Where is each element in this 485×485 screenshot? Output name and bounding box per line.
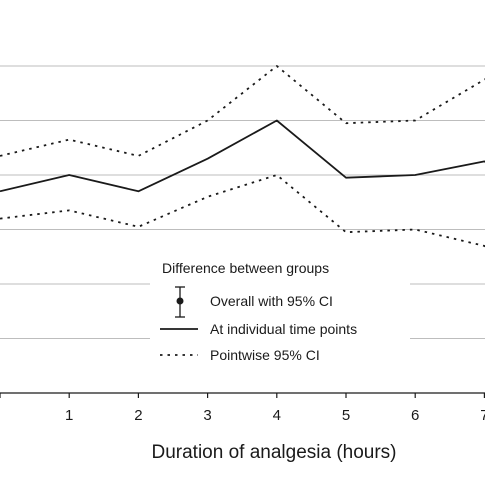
- legend-background: [150, 256, 410, 372]
- x-tick-label: 3: [203, 407, 211, 424]
- x-tick-label: 7: [480, 407, 485, 424]
- estimate-series-line: [0, 119, 485, 193]
- legend-label-pointwise: Pointwise 95% CI: [210, 347, 320, 363]
- legend-title: Difference between groups: [162, 260, 329, 276]
- x-axis-title: Duration of analgesia (hours): [151, 442, 396, 463]
- legend: Difference between groups Overall with 9…: [150, 256, 410, 372]
- x-axis: 1 2 3 4 5 6 7: [0, 392, 485, 424]
- x-tick-label: 6: [411, 407, 419, 424]
- ci-series-line: [0, 174, 485, 249]
- point-errorbar-icon: [175, 286, 185, 318]
- ci-series-line: [0, 65, 485, 157]
- legend-item-pointwise: Pointwise 95% CI: [160, 347, 320, 363]
- x-tick-label: 1: [65, 407, 73, 424]
- legend-item-overall: Overall with 95% CI: [175, 286, 333, 318]
- series-lines: [0, 65, 485, 249]
- x-tick-label: 2: [134, 407, 142, 424]
- legend-item-individual: At individual time points: [160, 321, 357, 337]
- x-tick-label: 5: [342, 407, 350, 424]
- legend-label-individual: At individual time points: [210, 321, 357, 337]
- legend-label-overall: Overall with 95% CI: [210, 293, 333, 309]
- x-tick-label: 4: [273, 407, 281, 424]
